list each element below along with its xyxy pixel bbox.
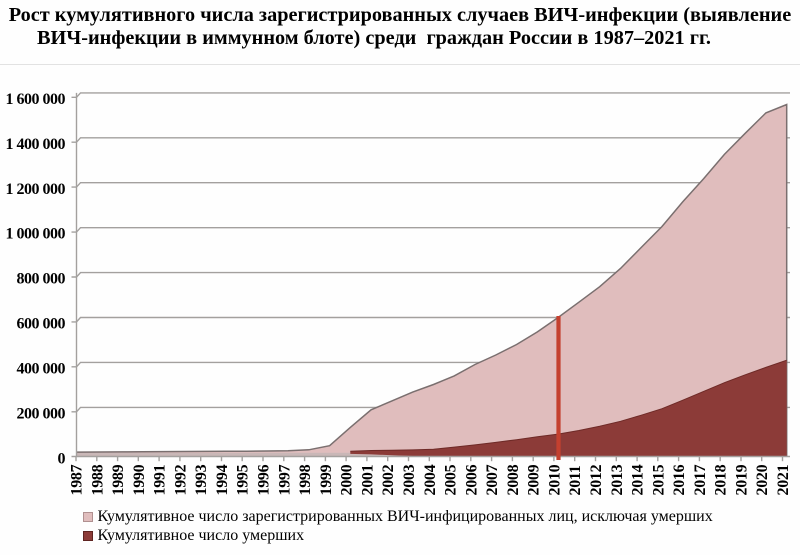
svg-text:1999: 1999 <box>318 464 335 495</box>
svg-text:2013: 2013 <box>609 464 626 495</box>
svg-text:1988: 1988 <box>89 464 106 495</box>
svg-text:2004: 2004 <box>422 464 439 495</box>
svg-text:2020: 2020 <box>754 464 771 495</box>
svg-text:1989: 1989 <box>110 464 127 495</box>
svg-text:2016: 2016 <box>671 464 688 495</box>
svg-text:1996: 1996 <box>256 464 273 495</box>
svg-text:2009: 2009 <box>526 464 543 495</box>
svg-text:1998: 1998 <box>297 464 314 495</box>
svg-text:2000: 2000 <box>339 464 356 495</box>
svg-text:0: 0 <box>58 450 66 467</box>
svg-text:1995: 1995 <box>235 464 252 495</box>
svg-text:2001: 2001 <box>359 464 376 495</box>
svg-text:800 000: 800 000 <box>17 271 66 288</box>
svg-text:2007: 2007 <box>484 464 501 495</box>
svg-text:2002: 2002 <box>380 464 397 495</box>
svg-text:200 000: 200 000 <box>17 405 66 422</box>
svg-text:2021: 2021 <box>775 464 792 495</box>
svg-text:1997: 1997 <box>276 464 293 495</box>
svg-text:2012: 2012 <box>588 464 605 495</box>
svg-text:600 000: 600 000 <box>17 316 66 333</box>
svg-text:1 400 000: 1 400 000 <box>6 136 66 153</box>
svg-text:1 600 000: 1 600 000 <box>6 91 66 108</box>
svg-text:2005: 2005 <box>443 464 460 495</box>
svg-text:2018: 2018 <box>713 464 730 495</box>
svg-text:2017: 2017 <box>692 464 709 495</box>
svg-text:2015: 2015 <box>650 464 667 495</box>
svg-text:1993: 1993 <box>193 464 210 495</box>
svg-text:1987: 1987 <box>69 464 86 495</box>
svg-text:1991: 1991 <box>152 464 169 495</box>
svg-text:2006: 2006 <box>463 464 480 495</box>
svg-text:400 000: 400 000 <box>17 361 66 378</box>
svg-text:2003: 2003 <box>401 464 418 495</box>
svg-text:2019: 2019 <box>734 464 751 495</box>
svg-text:1 200 000: 1 200 000 <box>6 181 66 198</box>
svg-text:2008: 2008 <box>505 464 522 495</box>
svg-text:2010: 2010 <box>546 464 563 495</box>
svg-text:1994: 1994 <box>214 464 231 495</box>
svg-text:1990: 1990 <box>131 464 148 495</box>
svg-text:2011: 2011 <box>567 465 584 495</box>
svg-text:1 000 000: 1 000 000 <box>6 226 66 243</box>
svg-text:1992: 1992 <box>172 464 189 495</box>
svg-text:2014: 2014 <box>630 464 647 495</box>
